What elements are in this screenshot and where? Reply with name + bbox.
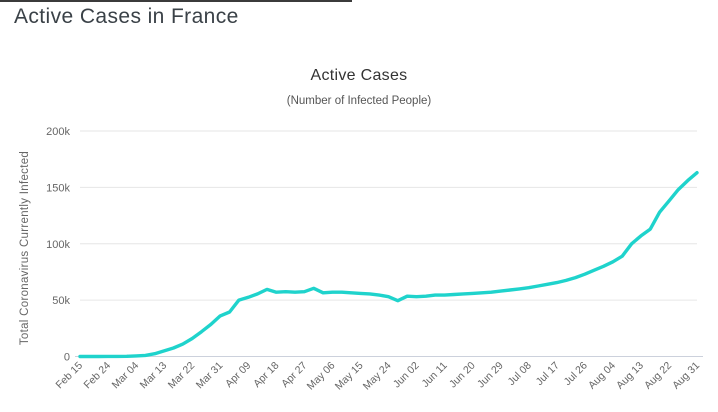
- chart-title: Active Cases: [310, 67, 408, 84]
- clipped-top-rule: [0, 0, 352, 2]
- x-tick-label: May 24: [361, 360, 394, 393]
- page-title: Active Cases in France: [14, 5, 239, 28]
- x-tick-label: Aug 31: [670, 360, 702, 392]
- x-tick-label: Mar 22: [166, 360, 198, 392]
- x-tick-label: Aug 04: [586, 360, 618, 392]
- y-tick-label: 100k: [46, 239, 70, 251]
- x-tick-label: Apr 09: [223, 360, 253, 390]
- x-tick-label: May 15: [333, 360, 366, 393]
- x-tick-label: Mar 31: [194, 360, 226, 392]
- x-tick-label: Aug 13: [614, 360, 646, 392]
- x-tick-label: Jun 20: [447, 360, 478, 391]
- x-tick-label: Apr 18: [251, 360, 281, 390]
- y-tick-label: 150k: [46, 182, 70, 194]
- x-tick-label: Jun 29: [475, 360, 506, 391]
- x-tick-label: Mar 04: [110, 360, 142, 392]
- x-tick-label: Jun 11: [419, 360, 449, 390]
- x-tick-label: May 06: [305, 360, 338, 393]
- x-tick-label: Jul 08: [506, 360, 534, 388]
- y-tick-label: 50k: [52, 295, 70, 307]
- active-cases-line[interactable]: [78, 171, 699, 359]
- x-tick-label: Mar 13: [138, 360, 170, 392]
- y-tick-label: 0: [64, 352, 70, 364]
- chart-subtitle: (Number of Infected People): [286, 95, 432, 107]
- x-tick-label: Jul 17: [534, 360, 562, 388]
- y-tick-label: 200k: [46, 126, 70, 138]
- x-tick-label: Jun 02: [391, 360, 422, 391]
- x-tick-label: Feb 24: [82, 360, 114, 392]
- x-tick-label: Aug 22: [642, 360, 674, 392]
- x-tick-label: Feb 15: [54, 360, 86, 392]
